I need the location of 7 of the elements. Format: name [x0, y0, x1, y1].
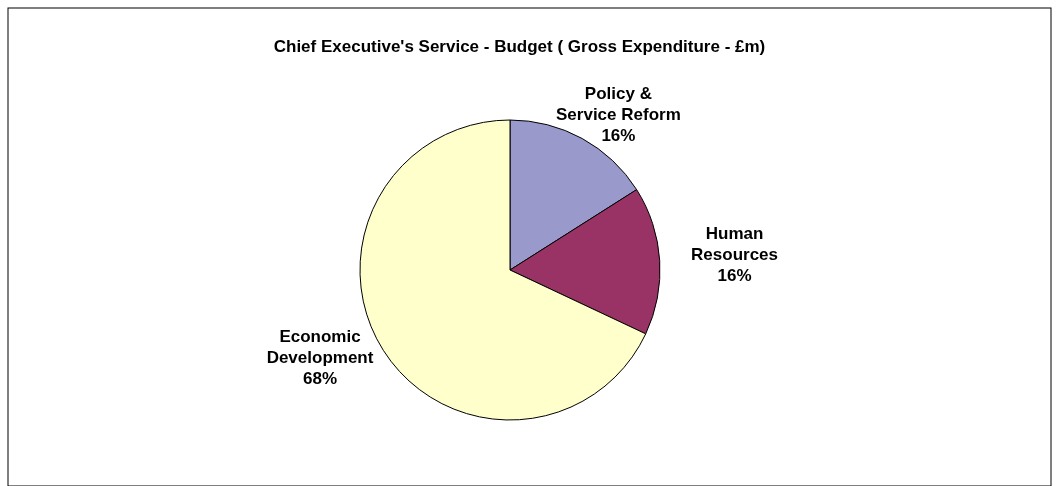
slice-label: Policy & Service Reform: [556, 83, 681, 124]
data-label: 68%: [303, 369, 338, 389]
chart-title: Chief Executive's Service - Budget ( Gross Expenditure - £m): [273, 37, 766, 56]
slice-label: Economic Development: [266, 327, 374, 368]
data-label: 16%: [601, 125, 636, 145]
data-label: 16%: [717, 266, 752, 286]
slice-label: Human Resources: [691, 224, 779, 265]
